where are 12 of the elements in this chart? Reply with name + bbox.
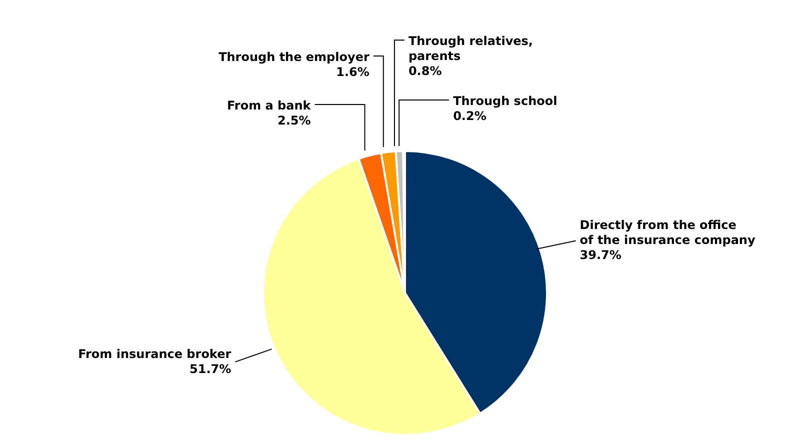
data-label: 2.5% (277, 113, 311, 128)
data-label: 0.8% (408, 64, 442, 78)
data-label: 51.7% (190, 362, 232, 376)
slice-label: Directly from the office of the insurance company (580, 218, 756, 248)
slice-label: From a bank (227, 98, 312, 112)
slice-label: Through school (453, 94, 558, 108)
slice-label: Through relatives, parents (408, 34, 533, 64)
data-label: 0.2% (453, 109, 486, 124)
data-label: 1.6% (336, 64, 370, 79)
slice-label: Through the employer (218, 50, 370, 64)
data-label: 39.7% (580, 248, 622, 262)
slice-label: From insurance broker (78, 346, 232, 361)
